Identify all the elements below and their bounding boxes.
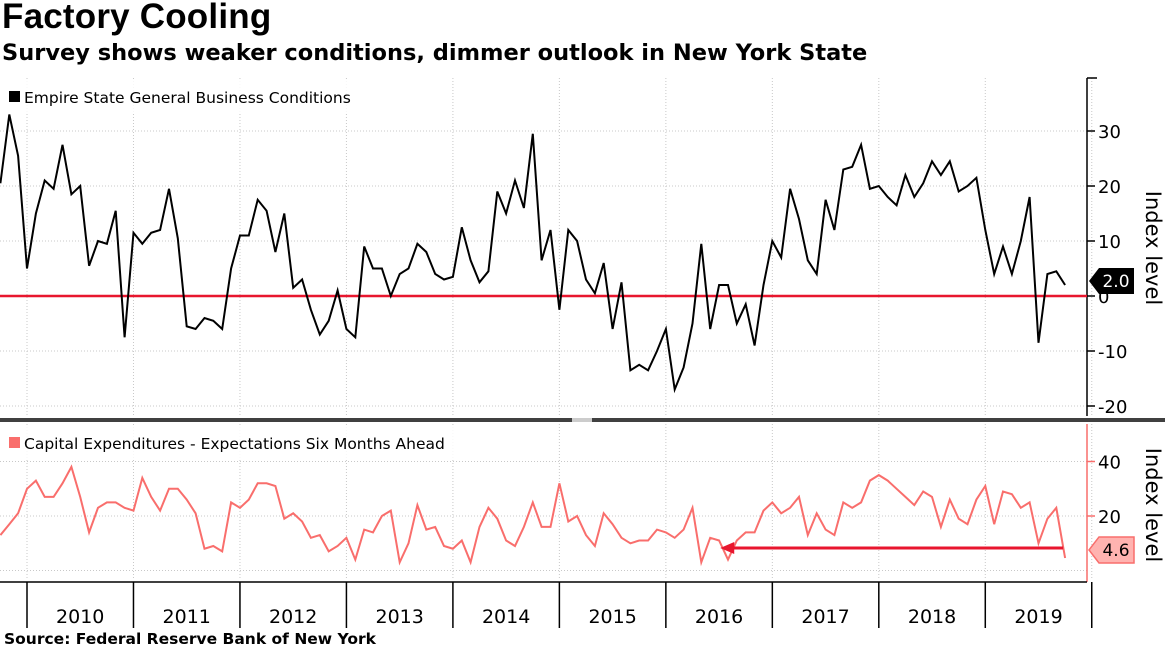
top-y-tick-label: 20 xyxy=(1098,177,1121,198)
x-year-label: 2012 xyxy=(269,606,317,628)
top-legend-swatch xyxy=(9,91,20,102)
top-y-tick-label: 0 xyxy=(1098,287,1109,308)
top-panel: 30 20 10 0 -10 -20 Empire State General Busin… xyxy=(0,77,1165,418)
bottom-legend: Capital Expenditures - Expectations Six … xyxy=(2,426,464,459)
x-year-label: 2015 xyxy=(588,606,636,628)
x-year-label: 2014 xyxy=(482,606,530,628)
bottom-y-tick-label: 40 xyxy=(1098,453,1121,474)
x-year-label: 2018 xyxy=(908,606,956,628)
chart-subtitle: Survey shows weaker conditions, dimmer o… xyxy=(2,40,868,66)
top-grid xyxy=(0,78,1093,416)
top-last-value-badge xyxy=(1089,268,1134,294)
bottom-legend-swatch xyxy=(9,437,20,448)
x-axis: 2010 2011 2012 2013 2014 2015 2016 2017 2018 2019 xyxy=(0,581,1093,628)
x-year-label: 2010 xyxy=(56,606,104,628)
top-legend: Empire State General Business Conditions xyxy=(2,80,366,113)
top-y-tick-label: -10 xyxy=(1098,342,1127,363)
top-y-tick-label: -20 xyxy=(1098,397,1127,418)
top-last-value-label: 2.0 xyxy=(1102,272,1129,292)
capex-expectations-line xyxy=(0,464,1067,567)
bottom-last-value-label: 4.6 xyxy=(1102,541,1129,561)
x-year-label: 2017 xyxy=(801,606,849,628)
bottom-panel: 40 20 Capital Expenditures - Expectations… xyxy=(0,424,1165,582)
low-comparison-arrow xyxy=(720,541,1064,554)
bottom-y-axis-label: Index level xyxy=(1141,448,1165,562)
top-legend-label: Empire State General Business Conditions xyxy=(24,89,351,107)
top-y-axis: 30 20 10 0 -10 -20 xyxy=(1086,77,1127,418)
top-y-axis-label: Index level xyxy=(1141,191,1165,305)
top-last-value-callout: 2.0 xyxy=(1089,268,1134,294)
top-y-tick-label: 30 xyxy=(1098,122,1121,143)
x-year-label: 2019 xyxy=(1014,606,1062,628)
top-y-tick-label: 10 xyxy=(1098,232,1121,253)
bottom-last-value-callout: 4.6 xyxy=(1088,536,1135,564)
bottom-y-axis: 40 20 xyxy=(1086,424,1121,582)
chart-title: Factory Cooling xyxy=(2,0,272,36)
panel-divider-handle[interactable] xyxy=(572,418,592,422)
bottom-y-tick-label: 20 xyxy=(1098,507,1121,528)
bottom-legend-label: Capital Expenditures - Expectations Six … xyxy=(24,435,445,453)
top-legend-box xyxy=(2,80,366,113)
x-year-label: 2016 xyxy=(695,606,743,628)
bottom-last-value-badge xyxy=(1088,536,1135,564)
bottom-legend-box xyxy=(2,426,464,459)
arrow-head xyxy=(720,541,735,554)
business-conditions-line xyxy=(0,114,1066,394)
x-year-label: 2011 xyxy=(163,606,211,628)
bottom-grid xyxy=(0,424,1093,580)
source-note: Source: Federal Reserve Bank of New York xyxy=(4,630,376,648)
x-year-label: 2013 xyxy=(375,606,423,628)
